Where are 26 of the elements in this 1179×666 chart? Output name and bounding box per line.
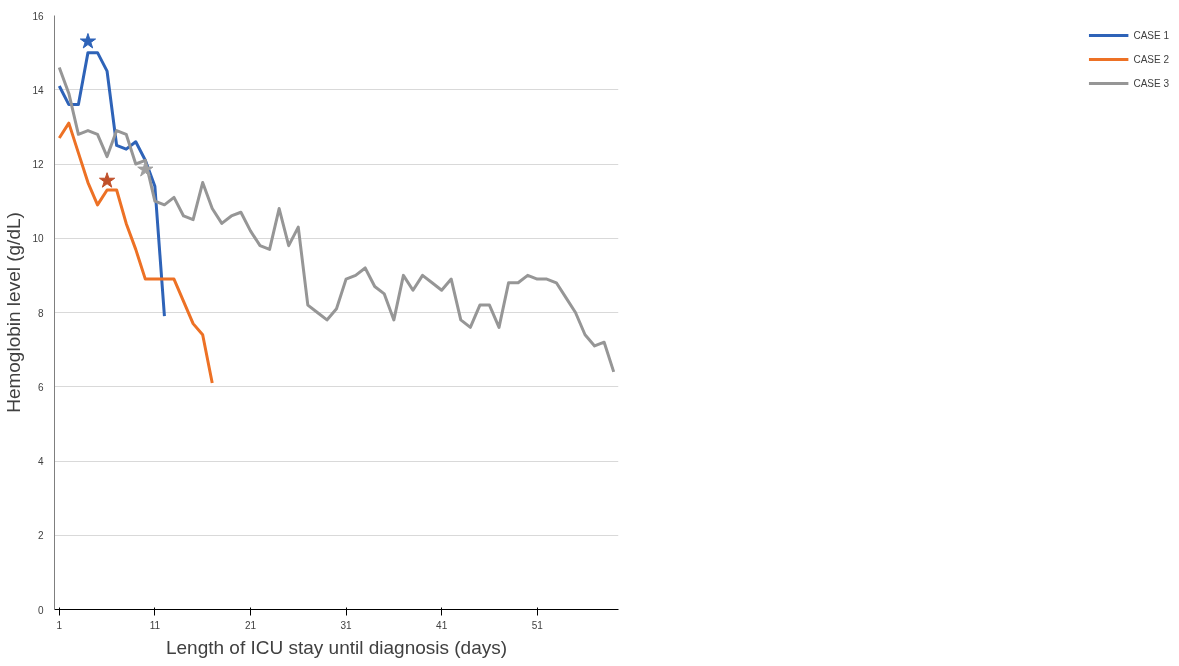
y-axis-title: Hemoglobin level (g/dL): [3, 212, 25, 413]
x-tick-label: 41: [436, 619, 448, 631]
point: [79, 32, 97, 49]
y-tick-label: 2: [37, 530, 44, 542]
point: [98, 172, 116, 188]
line-series: [57, 65, 616, 374]
y-tick-label: 8: [37, 307, 44, 319]
legend-label: CASE 1: [1133, 29, 1169, 41]
line-series: [57, 121, 214, 385]
point: [137, 161, 154, 177]
x-tick-label: 21: [244, 619, 257, 631]
x-tick-label: 51: [531, 619, 544, 631]
legend-label: CASE 2: [1133, 53, 1169, 65]
y-tick-label: 4: [37, 456, 44, 467]
x-tick-label: 1: [56, 619, 63, 631]
x-axis-title: Length of ICU stay until diagnosis (days): [165, 636, 508, 658]
y-tick-label: 6: [37, 381, 44, 393]
y-tick-label: 0: [37, 604, 44, 616]
y-tick-label: 16: [32, 10, 44, 22]
y-tick-label: 14: [32, 84, 44, 96]
y-tick-label: 10: [32, 233, 44, 245]
line-series: [57, 51, 166, 318]
x-tick-label: 31: [340, 619, 353, 631]
x-tick-label: 11: [149, 619, 161, 631]
y-tick-label: 12: [32, 159, 44, 170]
legend-label: CASE 3: [1133, 77, 1169, 89]
